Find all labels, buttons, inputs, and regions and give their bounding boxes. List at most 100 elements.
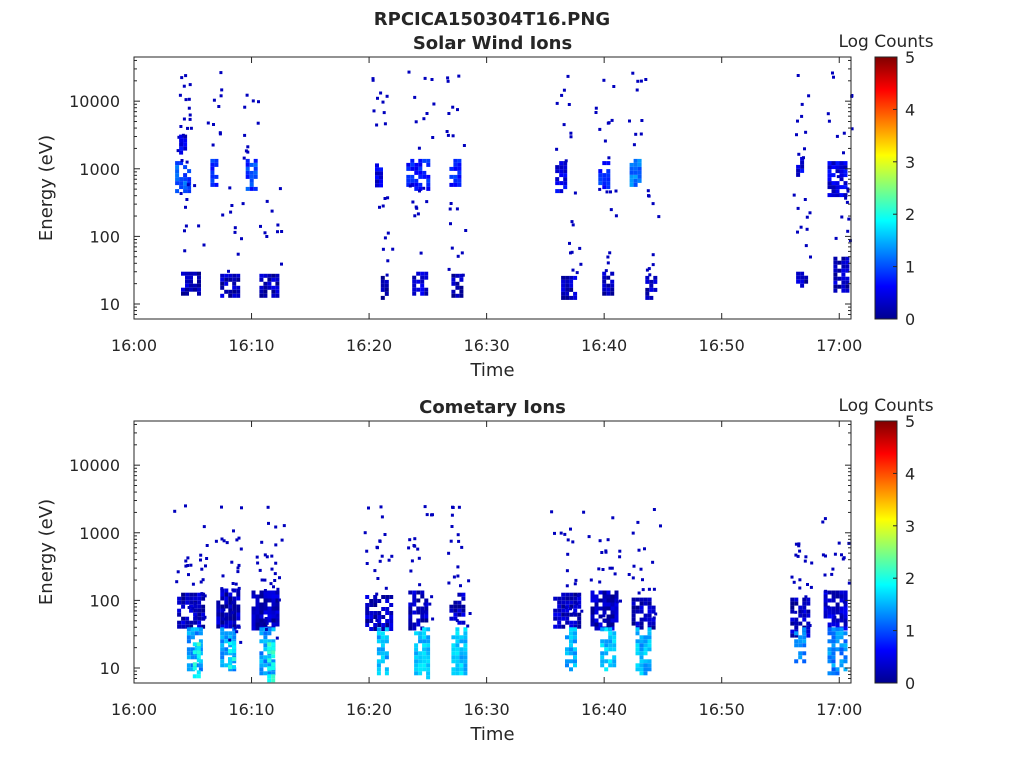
spectrogram-cell [457,162,462,167]
spectrogram-cell [839,643,844,648]
spectrogram-point [182,117,186,121]
spectrogram-point [618,555,622,559]
spectrogram-cell [590,610,595,615]
spectrogram-cell [459,663,464,668]
spectrogram-cell [259,639,264,644]
spectrogram-cell [569,295,574,300]
spectrogram-cell [373,599,378,603]
spectrogram-point [416,212,420,216]
spectrogram-point [380,554,384,558]
spectrogram-point [221,213,225,217]
spectrogram-cell [194,631,199,636]
spectrogram-cell [802,659,807,664]
spectrogram-cell [463,659,468,664]
y-tick-label: 1000 [79,160,120,179]
spectrogram-point [566,74,570,78]
spectrogram-cell [249,170,254,175]
spectrogram-cell [224,639,229,644]
spectrogram-point [230,560,234,564]
spectrogram-point [188,113,192,117]
spectrogram-point [386,259,390,263]
spectrogram-cell [245,174,250,179]
spectrogram-cell [389,611,394,615]
spectrogram-cell [553,624,558,629]
spectrogram-cell [610,606,615,611]
spectrogram-cell [410,166,415,171]
spectrogram-cell [422,667,427,672]
spectrogram-cell [459,635,464,640]
spectrogram-cell [635,609,640,614]
spectrogram-point [189,597,193,601]
spectrogram-cell [651,617,656,622]
spectrogram-cell [631,597,636,602]
spectrogram-cell [380,647,385,652]
spectrogram-cell [602,610,607,615]
spectrogram-cell [457,604,462,609]
spectrogram-cell [380,643,385,648]
spectrogram-cell [422,158,427,163]
spectrogram-point [246,145,250,149]
x-tick-label: 16:10 [228,336,274,355]
spectrogram-cell [373,595,378,599]
spectrogram-cell [381,615,386,619]
spectrogram-cell [827,181,832,186]
spectrogram-cell [175,177,180,182]
spectrogram-cell [806,629,811,634]
spectrogram-cell [839,165,844,170]
spectrogram-point [411,200,415,204]
spectrogram-cell [426,675,431,680]
spectrogram-cell [643,643,648,648]
spectrogram-point [640,119,644,122]
spectrogram-cell [263,631,268,636]
spectrogram-cell [389,595,394,599]
spectrogram-cell [612,647,617,652]
spectrogram-cell [365,611,370,615]
spectrogram-cell [796,271,801,276]
spectrogram-point [797,542,801,546]
spectrogram-cell [614,610,619,615]
spectrogram-cell [216,608,221,613]
spectrogram-point [795,133,798,137]
spectrogram-point [214,539,218,543]
spectrogram-cell [271,273,276,278]
axes-frame [133,420,852,684]
spectrogram-cell [612,635,617,640]
spectrogram-cell [455,647,460,652]
spectrogram-cell [275,281,280,286]
spectrogram-cell [577,620,582,625]
spectrogram-cell [451,293,456,298]
spectrogram-cell [606,590,611,595]
spectrogram-point [458,593,462,597]
spectrogram-cell [259,277,264,282]
spectrogram-cell [459,655,464,660]
spectrogram-cell [376,667,381,672]
spectrogram-point [603,619,607,623]
spectrogram-point [202,525,206,529]
spectrogram-cell [418,659,423,664]
spectrogram-cell [802,627,807,632]
spectrogram-point [456,108,459,112]
spectrogram-cell [418,162,423,167]
spectrogram-cell [604,639,609,644]
spectrogram-point [810,561,814,565]
spectrogram-cell [418,663,423,668]
spectrogram-cell [455,659,460,664]
spectrogram-cell [408,614,413,619]
spectrogram-point [447,581,451,585]
spectrogram-cell [590,590,595,595]
spectrogram-point [264,617,268,620]
spectrogram-cell [181,604,186,609]
spectrogram-cell [553,596,558,601]
spectrogram-cell [790,609,795,614]
spectrogram-cell [408,618,413,623]
spectrogram-cell [837,268,842,273]
spectrogram-point [413,214,417,218]
spectrogram-point [643,547,646,551]
spectrogram-cell [214,162,219,167]
spectrogram-cell [196,650,201,655]
spectrogram-point [259,224,262,228]
spectrogram-cell [455,281,460,286]
spectrogram-cell [633,158,638,163]
spectrogram-point [807,94,811,98]
